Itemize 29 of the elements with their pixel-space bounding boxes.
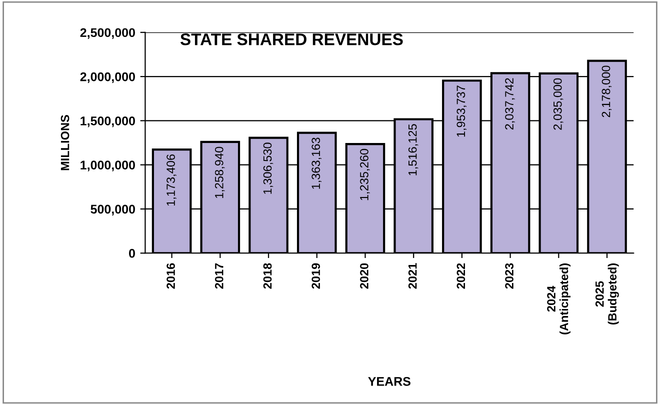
- y-tick-label: 2,000,000: [80, 72, 135, 84]
- data-label: 1,258,940: [214, 146, 225, 198]
- y-axis-title: MILLIONS: [60, 115, 70, 170]
- x-tick-label: 2025 (Budgeted): [595, 263, 619, 325]
- data-label: 1,363,163: [312, 138, 322, 189]
- x-tick-label: 2021: [408, 263, 417, 289]
- x-tick-label: 2024 (Anticipated): [547, 263, 571, 334]
- x-axis-title: YEARS: [368, 376, 410, 386]
- data-label: 1,173,406: [166, 154, 176, 206]
- chart-title: STATE SHARED REVENUES: [180, 33, 403, 46]
- y-tick-label: 1,000,000: [80, 160, 135, 172]
- data-label: 2,178,000: [602, 66, 612, 118]
- x-tick-label: 2023: [505, 263, 514, 289]
- data-label: 1,953,737: [456, 86, 466, 137]
- x-tick-label: 2019: [312, 263, 320, 289]
- y-tick-label: 500,000: [90, 204, 135, 216]
- data-label: 2,035,000: [553, 78, 564, 130]
- data-label: 2,037,742: [505, 78, 515, 130]
- data-label: 1,306,530: [263, 142, 274, 194]
- data-label: 1,235,260: [360, 148, 370, 200]
- y-tick-label: 1,500,000: [80, 116, 135, 128]
- x-tick-label: 2022: [456, 263, 466, 289]
- y-tick-label: 2,500,000: [80, 28, 135, 39]
- x-tick-label: 2018: [263, 263, 272, 289]
- x-tick-label: 2020: [360, 263, 368, 289]
- x-tick-label: 2016: [166, 263, 175, 289]
- x-tick-label: 2017: [214, 263, 224, 289]
- data-label: 1,516,125: [408, 124, 418, 176]
- y-tick-label: 0: [129, 248, 135, 258]
